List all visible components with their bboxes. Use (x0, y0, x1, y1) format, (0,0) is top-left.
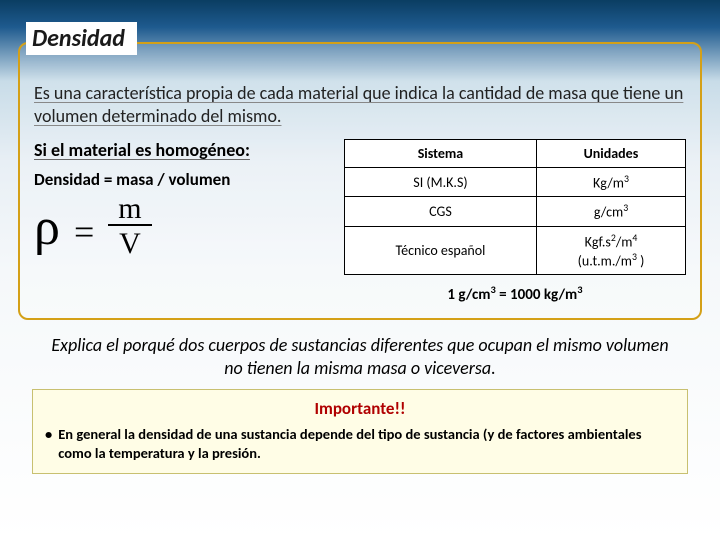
cell-units: Kgf.s2/m4(u.t.m./m3 ) (537, 227, 686, 275)
cell-units: g/cm3 (537, 197, 686, 227)
main-frame: Densidad Es una característica propia de… (18, 42, 702, 320)
density-formula: ρ = m V (34, 194, 334, 262)
fraction: m V (108, 194, 151, 262)
rho-symbol: ρ (34, 198, 60, 257)
important-bullet: • En general la densidad de una sustanci… (45, 425, 675, 463)
content-row: Si el material es homogéneo: Densidad = … (34, 139, 686, 305)
section-title: Densidad (26, 22, 137, 55)
definition-text: Es una característica propia de cada mat… (34, 82, 686, 129)
cell-system: Técnico español (344, 227, 536, 275)
table-row: Técnico español Kgf.s2/m4(u.t.m./m3 ) (344, 227, 685, 275)
homogeneous-heading: Si el material es homogéneo: (34, 139, 334, 161)
header-system: Sistema (344, 139, 536, 167)
table-row: CGS g/cm3 (344, 197, 685, 227)
cell-system: CGS (344, 197, 536, 227)
important-box: Importante!! • En general la densidad de… (32, 389, 688, 474)
cell-system: SI (M.K.S) (344, 167, 536, 197)
right-column: Sistema Unidades SI (M.K.S) Kg/m3 CGS g/… (344, 139, 686, 305)
table-header-row: Sistema Unidades (344, 139, 685, 167)
equals-sign: = (74, 211, 94, 253)
explanation-text: Explica el porqué dos cuerpos de sustanc… (48, 334, 672, 379)
density-text-equation: Densidad = masa / volumen (34, 169, 334, 190)
important-body-text: En general la densidad de una sustancia … (58, 425, 675, 463)
bullet-dot-icon: • (45, 425, 52, 463)
table-row: SI (M.K.S) Kg/m3 (344, 167, 685, 197)
header-units: Unidades (537, 139, 686, 167)
conversion-note: 1 g/cm3 = 1000 kg/m3 (344, 283, 686, 304)
numerator: m (108, 194, 151, 226)
denominator: V (119, 226, 141, 262)
slide-root: Densidad Es una característica propia de… (0, 0, 720, 488)
left-column: Si el material es homogéneo: Densidad = … (34, 139, 334, 305)
important-title: Importante!! (45, 398, 675, 419)
cell-units: Kg/m3 (537, 167, 686, 197)
units-table: Sistema Unidades SI (M.K.S) Kg/m3 CGS g/… (344, 139, 686, 276)
